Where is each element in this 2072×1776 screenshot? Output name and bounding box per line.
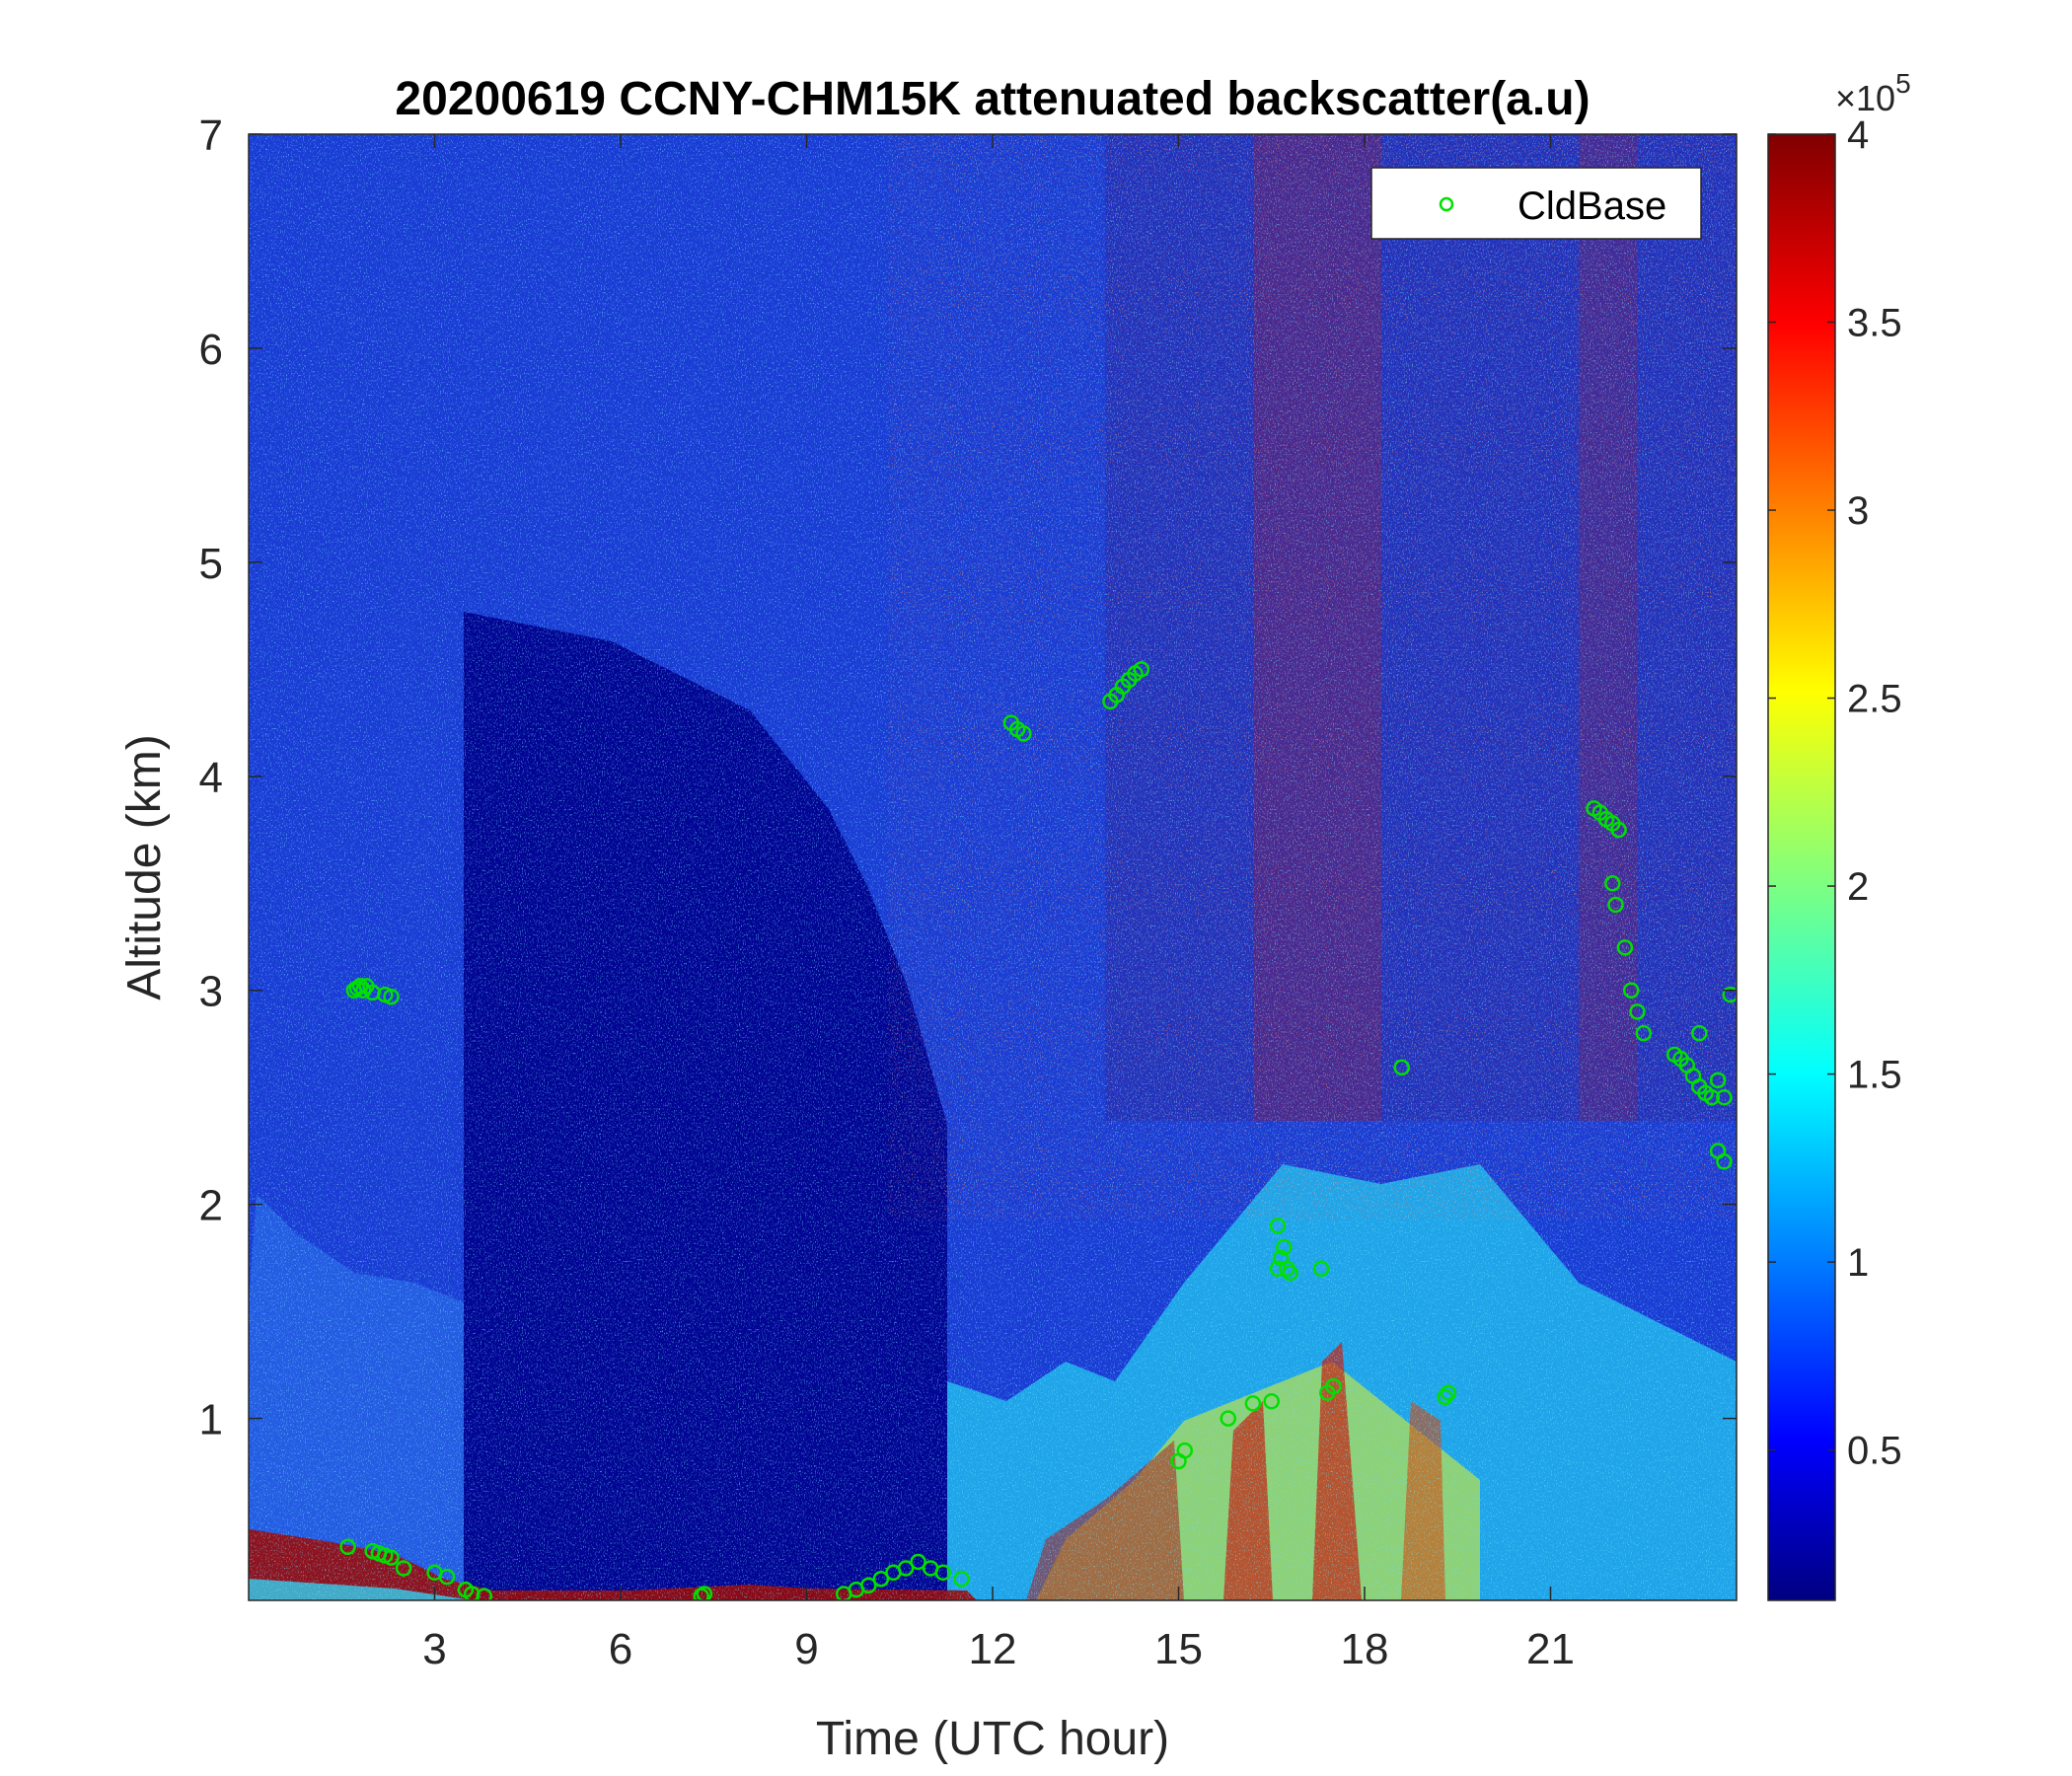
- cldbase-point: [1282, 1264, 1298, 1282]
- legend-marker-icon: [1439, 196, 1454, 212]
- legend-box: [1370, 167, 1702, 240]
- y-tick-label: 5: [199, 540, 223, 588]
- chart-title: 20200619 CCNY-CHM15K attenuated backscat…: [395, 73, 1590, 125]
- cldbase-point: [1393, 1059, 1410, 1076]
- y-tick-label: 2: [199, 1182, 223, 1230]
- legend: CldBase: [1370, 167, 1702, 240]
- x-tick-label: 9: [794, 1625, 818, 1673]
- cldbase-point: [1269, 1218, 1287, 1234]
- cldbase-point: [476, 1588, 493, 1600]
- colorbar-tick-label: 0.5: [1847, 1430, 1902, 1473]
- cldbase-point: [1015, 725, 1032, 742]
- cldbase-point: [383, 988, 400, 1005]
- cldbase-point: [1691, 1024, 1708, 1042]
- colorbar-tick-label: 2.5: [1847, 678, 1902, 721]
- cldbase-point: [696, 1586, 713, 1600]
- cldbase-point: [860, 1577, 877, 1594]
- colorbar: 0.5 1 1.5 2 2.5 3 3.5 4 ×105: [1767, 68, 1911, 1601]
- cldbase-point: [1133, 661, 1150, 678]
- cldbase-point: [1312, 1260, 1330, 1278]
- cldbase-point: [934, 1564, 951, 1582]
- cldbase-point: [1716, 1088, 1733, 1106]
- cldbase-point: [1244, 1395, 1262, 1412]
- colorbar-tick-label: 3.5: [1847, 302, 1902, 345]
- colorbar-tick-label: 2: [1847, 865, 1869, 909]
- x-tick-label: 21: [1526, 1625, 1575, 1673]
- colorbar-exponent: 5: [1895, 68, 1911, 99]
- cldbase-point: [1635, 1024, 1652, 1042]
- x-tick-label: 12: [969, 1625, 1017, 1673]
- cldbase-point: [953, 1571, 970, 1588]
- colorbar-exponent-label: ×105: [1835, 68, 1911, 118]
- colorbar-tick-label: 1: [1847, 1241, 1869, 1285]
- cldbase-point: [1263, 1393, 1280, 1410]
- cldbase-point: [1616, 939, 1634, 956]
- y-tick-label: 4: [199, 754, 223, 802]
- cldbase-point: [1276, 1238, 1293, 1256]
- cldbase-point: [339, 1538, 356, 1556]
- heatmap-field: [249, 134, 1737, 1600]
- y-tick-label: 7: [199, 111, 223, 160]
- colorbar-tick-label: 1.5: [1847, 1054, 1902, 1097]
- cldbase-point: [1716, 1153, 1733, 1170]
- x-axis: 3 6 9 12 15 18 21: [422, 134, 1575, 1673]
- y-tick-label: 6: [199, 326, 223, 374]
- cldbase-point: [1220, 1410, 1237, 1427]
- cldbase-point: [438, 1568, 456, 1586]
- x-tick-label: 18: [1341, 1625, 1389, 1673]
- cldbase-series: [339, 661, 1737, 1600]
- cldbase-point: [1440, 1384, 1457, 1401]
- cldbase-point: [1622, 982, 1640, 999]
- y-tick-label: 3: [199, 968, 223, 1016]
- cldbase-point: [383, 1549, 400, 1566]
- colorbar-tick-label: 4: [1847, 113, 1869, 157]
- x-tick-label: 15: [1154, 1625, 1203, 1673]
- cldbase-point: [1607, 896, 1624, 914]
- cldbase-point: [1722, 986, 1737, 1003]
- x-tick-label: 3: [422, 1625, 446, 1673]
- y-axis: 1 2 3 4 5 6 7: [199, 111, 1737, 1444]
- colorbar-ticks: 0.5 1 1.5 2 2.5 3 3.5 4: [1768, 113, 1902, 1473]
- cldbase-point: [1176, 1442, 1194, 1459]
- cldbase-point: [1703, 1088, 1721, 1106]
- x-axis-label: Time (UTC hour): [816, 1713, 1169, 1765]
- cldbase-point: [1629, 1003, 1646, 1020]
- colorbar-gradient: [1767, 133, 1836, 1601]
- cldbase-point: [1604, 875, 1621, 892]
- cldbase-point: [910, 1553, 926, 1571]
- cldbase-point: [897, 1560, 915, 1577]
- legend-entry-cldbase: CldBase: [1517, 185, 1666, 228]
- cldbase-point: [395, 1560, 412, 1577]
- y-tick-label: 1: [199, 1396, 223, 1444]
- cldbase-point: [1709, 1072, 1727, 1089]
- colorbar-tick-label: 3: [1847, 489, 1869, 533]
- x-tick-label: 6: [609, 1625, 632, 1673]
- y-axis-label: Altitude (km): [118, 734, 171, 999]
- cldbase-point: [1325, 1377, 1342, 1395]
- cldbase-point: [872, 1571, 890, 1588]
- cldbase-point: [1610, 821, 1627, 839]
